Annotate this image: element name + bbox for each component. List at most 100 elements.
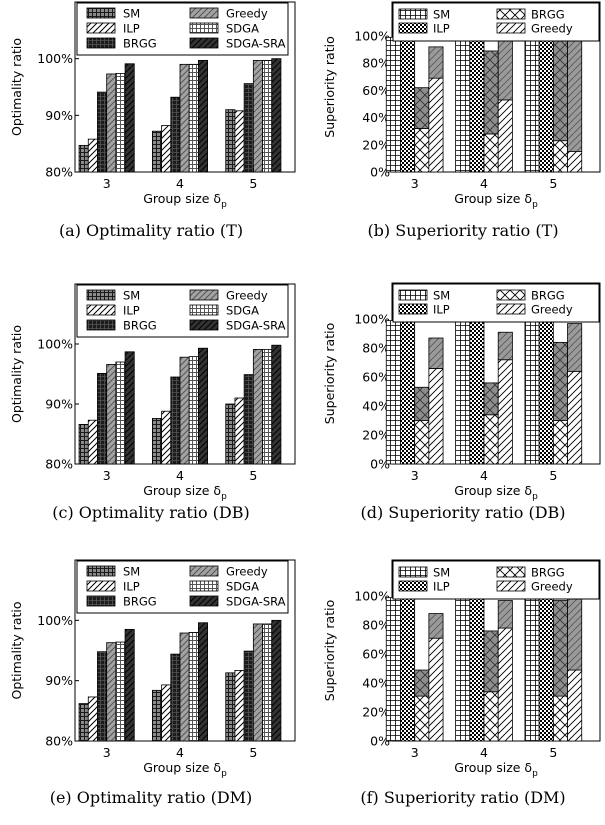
bar-greedy-3 — [106, 642, 117, 742]
bar-greedy-3 — [106, 73, 117, 173]
legend-label: SDGA-SRA — [226, 319, 286, 333]
bar-brgg-5 — [243, 650, 254, 742]
caption-a: (a) Optimality ratio (T) — [59, 221, 243, 240]
bar-brgg-lower-4 — [483, 414, 499, 465]
legend-label: SDGA — [226, 304, 259, 318]
legend-swatch-greedy — [496, 303, 526, 315]
x-axis-label-subscript: p — [221, 200, 227, 210]
bar-greedy-5 — [252, 59, 263, 173]
y-tick-label: 40% — [362, 676, 390, 691]
x-tick-label: 5 — [549, 745, 557, 760]
y-tick-label: 60% — [362, 83, 390, 98]
legend-label: BRGG — [531, 8, 565, 22]
y-tick-label: 0% — [370, 734, 390, 749]
bar-greedy-lower-3 — [428, 368, 444, 465]
chart-f: 0% 20% 40% 60% 80% 100% Superiority ratio 3 4 5 SM… — [322, 559, 601, 807]
legend-label: BRGG — [123, 37, 157, 51]
bar-greedy-upper-3 — [428, 46, 444, 79]
y-tick-label: 80% — [45, 734, 73, 749]
x-tick-label: 5 — [249, 176, 257, 191]
y-axis-label: Superiority ratio — [322, 36, 337, 137]
y-tick-label: 100% — [354, 29, 390, 44]
legend-label: SM — [123, 289, 140, 303]
legend-label: ILP — [433, 580, 450, 594]
bar-brgg-upper-5 — [552, 341, 568, 421]
y-tick-label: 0% — [370, 165, 390, 180]
caption-c: (c) Optimality ratio (DB) — [52, 503, 249, 522]
legend-swatch-brgg — [86, 37, 116, 49]
x-tick-label: 5 — [549, 468, 557, 483]
bar-ilp-3 — [87, 696, 98, 742]
bar-sm-5 — [225, 109, 236, 173]
legend-label: SDGA — [226, 22, 259, 36]
bar-brgg-5 — [243, 374, 254, 465]
y-tick-label: 100% — [37, 337, 73, 352]
bar-ilp-4 — [469, 320, 485, 465]
x-axis-label-main: Group size δ — [454, 483, 532, 498]
legend-swatch-sm — [398, 8, 428, 20]
y-tick-label: 100% — [37, 613, 73, 628]
y-tick-label: 80% — [362, 341, 390, 356]
bar-sdga-sra-5 — [271, 58, 282, 173]
bar-brgg-lower-3 — [414, 695, 430, 742]
legend-label: BRGG — [531, 289, 565, 303]
bar-sdga-sra-5 — [271, 344, 282, 465]
x-tick-label: 4 — [176, 468, 184, 483]
bar-sm-4 — [455, 320, 471, 465]
caption-f: (f) Superiority ratio (DM) — [360, 788, 565, 807]
bar-greedy-lower-4 — [497, 359, 513, 465]
legend-label: BRGG — [123, 319, 157, 333]
x-tick-label: 3 — [411, 745, 419, 760]
x-tick-label: 4 — [176, 176, 184, 191]
bar-ilp-5 — [234, 397, 245, 465]
bar-greedy-5 — [252, 348, 263, 465]
bar-greedy-upper-5 — [567, 36, 583, 152]
y-tick-label: 40% — [362, 399, 390, 414]
bar-sdga-5 — [262, 348, 273, 465]
bar-brgg-3 — [97, 651, 108, 742]
legend-label: ILP — [123, 22, 140, 36]
x-axis-label-main: Group size δ — [454, 760, 532, 775]
legend-swatch-brgg — [496, 8, 526, 20]
x-axis-label-subscript: p — [221, 492, 227, 502]
bar-greedy-upper-4 — [497, 600, 513, 629]
x-tick-label: 5 — [549, 176, 557, 191]
legend-swatch-sm — [398, 289, 428, 301]
bar-brgg-upper-5 — [552, 600, 568, 697]
bar-sm-3 — [385, 597, 401, 742]
legend-label: ILP — [433, 22, 450, 36]
x-axis-label: Group size δp — [143, 191, 227, 210]
bar-brgg-upper-4 — [483, 630, 499, 693]
legend-label: ILP — [123, 580, 140, 594]
x-axis-label-main: Group size δ — [454, 191, 532, 206]
bar-greedy-lower-5 — [567, 669, 583, 742]
bar-sm-4 — [151, 130, 162, 173]
y-tick-label: 60% — [362, 370, 390, 385]
legend-swatch-greedy — [496, 580, 526, 592]
legend-swatch-ilp — [86, 304, 116, 316]
bar-brgg-lower-3 — [414, 128, 430, 173]
bar-sm-5 — [524, 35, 540, 173]
bar-sm-3 — [385, 36, 401, 173]
legend-label: Greedy — [226, 7, 268, 21]
y-tick-label: 40% — [362, 110, 390, 125]
bar-sm-5 — [225, 403, 236, 465]
legend-swatch-greedy — [189, 565, 219, 577]
x-axis-label: Group size δp — [454, 760, 538, 779]
x-axis-label-main: Group size δ — [143, 760, 221, 775]
bar-ilp-5 — [538, 595, 554, 742]
legend-swatch-sdga — [189, 22, 219, 34]
bar-greedy-4 — [179, 356, 190, 465]
bar-sm-4 — [455, 595, 471, 742]
legend-swatch-sdga — [189, 304, 219, 316]
y-tick-label: 80% — [45, 457, 73, 472]
y-tick-label: 60% — [362, 647, 390, 662]
bar-greedy-lower-4 — [497, 627, 513, 742]
bar-sm-3 — [385, 320, 401, 465]
x-tick-label: 3 — [411, 468, 419, 483]
bar-brgg-lower-5 — [552, 420, 568, 465]
bar-ilp-3 — [87, 419, 98, 465]
legend-swatch-sm — [398, 566, 428, 578]
x-tick-label: 4 — [480, 468, 488, 483]
